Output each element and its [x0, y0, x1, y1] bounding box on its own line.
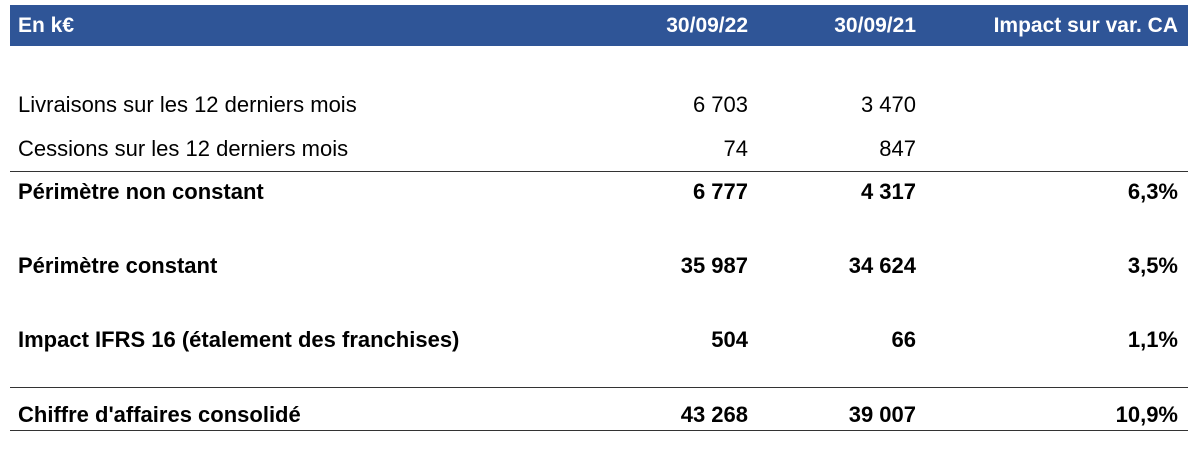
separator: [10, 430, 1188, 431]
table-cell: Cessions sur les 12 derniers mois: [18, 136, 349, 161]
table-cell: Périmètre constant: [18, 253, 218, 278]
table-cell: 34 624: [848, 253, 916, 278]
table-cell: 504: [711, 327, 748, 352]
table-cell: Périmètre non constant: [18, 179, 264, 204]
table-cell: 4 317: [860, 179, 916, 204]
separator: [10, 171, 1188, 172]
table-cell: 847: [879, 136, 916, 161]
table-cell: 6 777: [692, 179, 748, 204]
header-cell: 30/09/21: [834, 14, 916, 37]
header-cell: Impact sur var. CA: [993, 14, 1178, 37]
table-cell: 6 703: [692, 92, 748, 117]
table-cell: 3,5%: [1127, 253, 1178, 278]
table-cell: Chiffre d'affaires consolidé: [18, 402, 301, 427]
table-cell: 1,1%: [1127, 327, 1178, 352]
table-cell: 35 987: [680, 253, 748, 278]
separator: [10, 387, 1188, 388]
table-cell: 39 007: [848, 402, 916, 427]
table-cell: 43 268: [680, 402, 748, 427]
table-cell: 10,9%: [1115, 402, 1178, 427]
table-cell: Livraisons sur les 12 derniers mois: [18, 92, 357, 117]
table-cell: 6,3%: [1127, 179, 1178, 204]
header-cell: En k€: [18, 14, 75, 37]
table-cell: 66: [891, 327, 916, 352]
table-cell: 3 470: [860, 92, 916, 117]
header-cell: 30/09/22: [666, 14, 748, 37]
table-cell: 74: [723, 136, 748, 161]
header-bar: [10, 5, 1188, 46]
table-cell: Impact IFRS 16 (étalement des franchises…: [18, 327, 460, 352]
